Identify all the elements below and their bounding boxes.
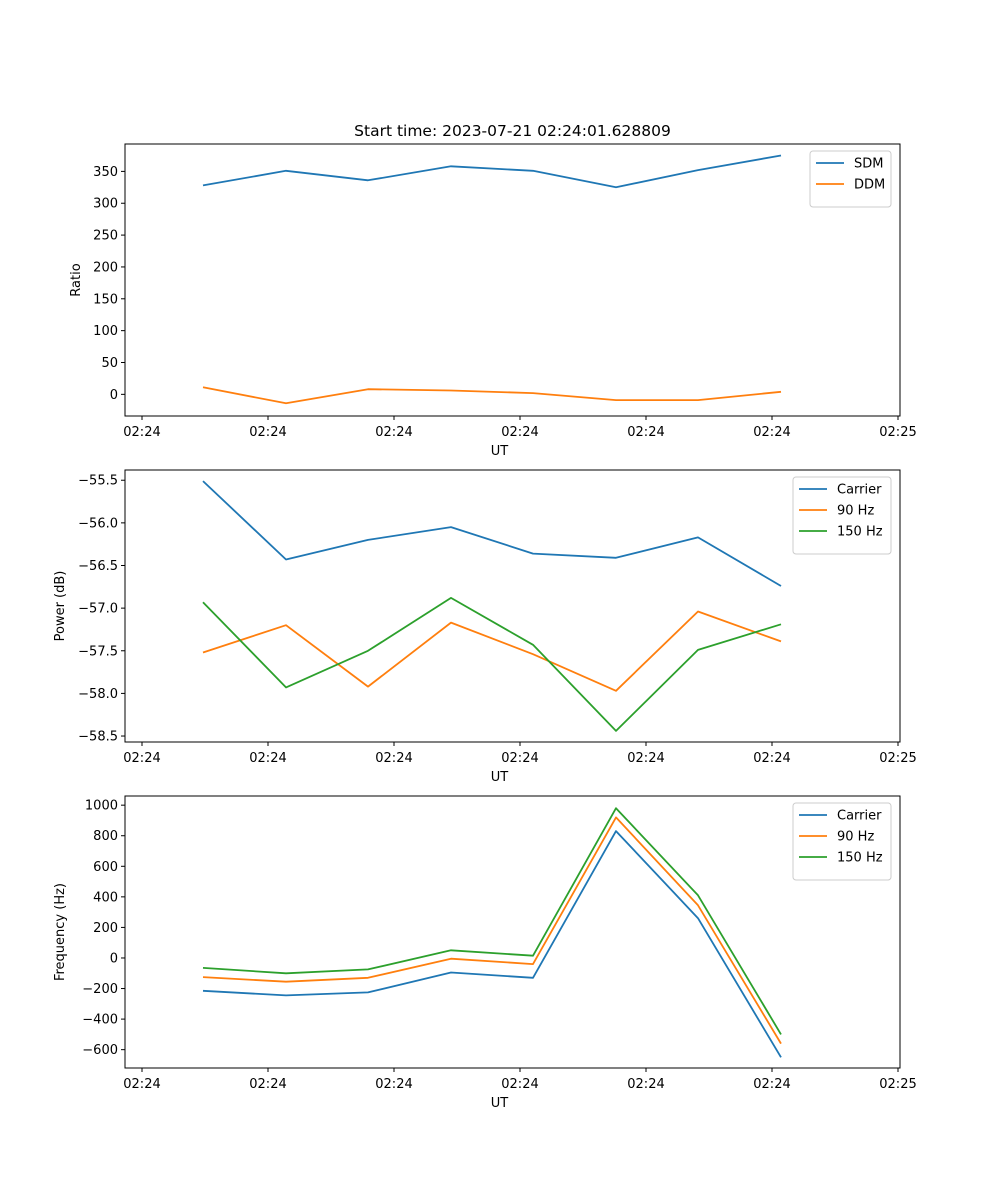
y-tick-label: −57.0 bbox=[78, 602, 118, 617]
x-tick-label: 02:24 bbox=[375, 751, 412, 766]
y-tick-label: 800 bbox=[93, 829, 118, 844]
x-tick-label: 02:24 bbox=[627, 1077, 664, 1092]
series-line-carrier bbox=[202, 830, 782, 1058]
frequency-panel: 02:24 02:24 02:24 02:24 02:24 02:24 02:25 UT −60… bbox=[53, 795, 917, 1111]
y-tick-label: −56.5 bbox=[78, 559, 118, 574]
y-tick-label: −56.0 bbox=[78, 516, 118, 531]
x-tick-label: 02:24 bbox=[501, 425, 538, 440]
x-tick-label: 02:24 bbox=[501, 1077, 538, 1092]
x-tick-label: 02:24 bbox=[375, 1077, 412, 1092]
power-panel: 02:24 02:24 02:24 02:24 02:24 02:24 02:25 UT −58… bbox=[53, 469, 917, 785]
x-tick-label: 02:24 bbox=[123, 1077, 160, 1092]
x-tick-label: 02:24 bbox=[753, 425, 790, 440]
series-line-90-hz bbox=[202, 610, 782, 692]
x-tick-label: 02:25 bbox=[879, 425, 916, 440]
y-tick-label: −58.0 bbox=[78, 687, 118, 702]
series-line-90-hz bbox=[202, 816, 782, 1045]
y-tick-label: 0 bbox=[110, 951, 118, 966]
axes-frame bbox=[124, 795, 901, 1069]
axes-frame bbox=[124, 143, 901, 417]
y-tick-label: 1000 bbox=[85, 799, 118, 814]
series-line-sdm bbox=[202, 154, 782, 189]
y-axis-label: Ratio bbox=[69, 263, 84, 296]
x-tick-label: 02:24 bbox=[123, 425, 160, 440]
x-tick-label: 02:25 bbox=[879, 1077, 916, 1092]
x-tick-label: 02:24 bbox=[753, 1077, 790, 1092]
y-tick-label: −57.5 bbox=[78, 644, 118, 659]
axes-frame bbox=[124, 469, 901, 743]
legend-label: 90 Hz bbox=[837, 830, 874, 845]
y-tick-label: 400 bbox=[93, 890, 118, 905]
y-tick-label: −200 bbox=[82, 982, 118, 997]
x-tick-label: 02:24 bbox=[249, 1077, 286, 1092]
y-tick-label: 50 bbox=[101, 356, 118, 371]
legend-label: Carrier bbox=[837, 483, 882, 498]
x-tick-label: 02:24 bbox=[627, 751, 664, 766]
legend-box bbox=[792, 476, 892, 555]
y-tick-label: 600 bbox=[93, 860, 118, 875]
x-tick-label: 02:24 bbox=[123, 751, 160, 766]
y-tick-label: 350 bbox=[93, 165, 118, 180]
legend-label: SDM bbox=[854, 157, 883, 172]
x-tick-label: 02:25 bbox=[879, 751, 916, 766]
legend-label: DDM bbox=[854, 178, 885, 193]
figure-title: Start time: 2023-07-21 02:24:01.628809 bbox=[354, 122, 671, 140]
legend-label: 90 Hz bbox=[837, 504, 874, 519]
legend-label: Carrier bbox=[837, 809, 882, 824]
y-tick-label: 150 bbox=[93, 292, 118, 307]
series-line-150-hz bbox=[202, 597, 782, 732]
series-line-carrier bbox=[202, 480, 782, 587]
legend-box bbox=[792, 802, 892, 881]
y-tick-label: −400 bbox=[82, 1013, 118, 1028]
x-tick-label: 02:24 bbox=[627, 425, 664, 440]
legend-label: 150 Hz bbox=[837, 525, 883, 540]
y-tick-label: −55.5 bbox=[78, 474, 118, 489]
y-axis-label: Frequency (Hz) bbox=[53, 883, 68, 981]
y-tick-label: 0 bbox=[110, 388, 118, 403]
x-tick-label: 02:24 bbox=[501, 751, 538, 766]
y-tick-label: −58.5 bbox=[78, 730, 118, 745]
y-tick-label: 300 bbox=[93, 197, 118, 212]
series-line-ddm bbox=[202, 386, 782, 405]
x-axis-label: UT bbox=[491, 1096, 509, 1111]
x-axis-label: UT bbox=[491, 770, 509, 785]
series-line-150-hz bbox=[202, 807, 782, 1035]
y-tick-label: −600 bbox=[82, 1043, 118, 1058]
legend-box bbox=[809, 150, 892, 208]
x-tick-label: 02:24 bbox=[249, 425, 286, 440]
y-tick-label: 100 bbox=[93, 324, 118, 339]
ratio-panel: 02:24 02:24 02:24 02:24 02:24 02:24 02:25 UT 0 50… bbox=[69, 143, 917, 459]
x-tick-label: 02:24 bbox=[753, 751, 790, 766]
y-tick-label: 200 bbox=[93, 921, 118, 936]
x-axis-label: UT bbox=[491, 444, 509, 459]
x-tick-label: 02:24 bbox=[249, 751, 286, 766]
x-tick-label: 02:24 bbox=[375, 425, 412, 440]
y-tick-label: 250 bbox=[93, 229, 118, 244]
y-tick-label: 200 bbox=[93, 260, 118, 275]
y-axis-label: Power (dB) bbox=[53, 571, 68, 642]
legend-label: 150 Hz bbox=[837, 851, 883, 866]
